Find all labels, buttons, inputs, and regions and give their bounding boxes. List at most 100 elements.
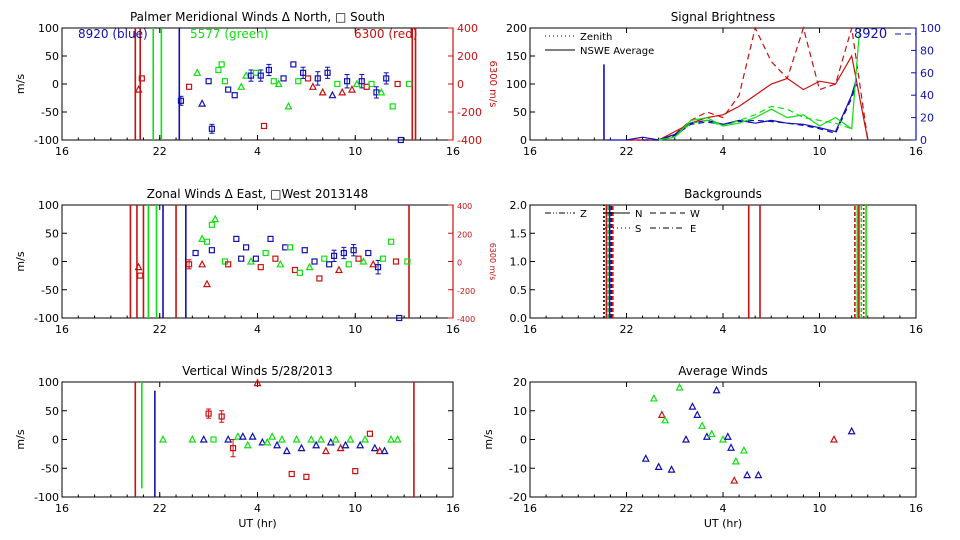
point-green-triangle [707, 429, 716, 438]
point-blue-square [324, 69, 331, 76]
point-green-square [210, 436, 217, 443]
point-green-triangle [263, 437, 272, 446]
point-blue-square [326, 261, 333, 268]
point-red-square [366, 430, 374, 437]
point-blue-triangle [667, 465, 676, 473]
point-blue-square [340, 249, 347, 257]
point-blue-triangle [380, 446, 389, 455]
point-green-triangle [739, 445, 748, 454]
point-red-square [229, 445, 237, 452]
x-tick-label: 4 [254, 323, 261, 336]
point-green-square [208, 221, 215, 228]
y-tick-label: 20 [513, 376, 527, 389]
point-green-triangle [292, 435, 301, 443]
point-red-square [185, 83, 193, 90]
point-green-triangle [331, 435, 340, 443]
y-tick-label: 50 [513, 106, 527, 119]
point-green-triangle [361, 435, 370, 443]
chart-title: Palmer Meridional Winds Δ North, □ South [130, 10, 385, 24]
point-red-square [303, 473, 310, 480]
point-blue-triangle [198, 99, 207, 107]
point-green-square [262, 249, 269, 257]
point-blue-square [192, 249, 199, 257]
point-green-triangle [346, 435, 355, 443]
point-blue-square [330, 252, 338, 259]
series-red-solid [626, 54, 869, 141]
y-tick-label: 0.0 [510, 312, 528, 325]
point-blue-square [257, 72, 264, 79]
series-blue-dash [642, 83, 858, 141]
y-axis-label: m/s [482, 429, 495, 449]
point-green-triangle [277, 435, 286, 443]
point-blue-triangle [341, 440, 350, 449]
point-red-triangle [730, 476, 739, 484]
point-blue-square [374, 264, 382, 271]
x-tick-label: 10 [348, 145, 362, 158]
point-blue-triangle [654, 462, 663, 470]
point-red-square [352, 468, 359, 475]
point-red-square [304, 75, 312, 82]
point-green-square [296, 269, 303, 276]
y2-tick-label: 40 [920, 89, 934, 102]
point-blue-triangle [641, 454, 650, 462]
point-blue-triangle [297, 443, 306, 452]
point-green-square [221, 78, 229, 85]
point-red-triangle [375, 446, 384, 455]
series-blue-solid [605, 78, 858, 141]
point-blue-triangle [723, 432, 732, 440]
x-tick-label: 22 [620, 145, 634, 158]
x-tick-label: 22 [153, 502, 167, 515]
x-axis-label: UT (hr) [704, 517, 742, 530]
point-blue-triangle [847, 426, 856, 435]
y-tick-label: 0 [52, 256, 59, 269]
point-green-triangle [649, 393, 658, 402]
x-tick-label: 16 [909, 145, 923, 158]
point-blue-triangle [248, 432, 257, 440]
point-green-triangle [731, 456, 740, 465]
point-red-square [291, 266, 299, 274]
x-tick-label: 22 [620, 323, 634, 336]
y2-tick-label: 0 [457, 259, 462, 268]
point-green-triangle [246, 257, 255, 265]
x-tick-label: 4 [720, 502, 727, 515]
point-blue-triangle [238, 432, 247, 440]
x-axis-label: UT (hr) [238, 517, 276, 530]
point-green-triangle [243, 440, 252, 449]
legend-label: E [690, 224, 696, 235]
panel-vertical: Vertical Winds 5/28/2013 16 22 4 10 16 100 50 0 -… [14, 364, 460, 530]
point-green-square [218, 61, 225, 68]
x-tick-label: 22 [620, 502, 634, 515]
point-green-triangle [188, 435, 197, 443]
point-green-triangle [305, 262, 314, 271]
legend-red: 6300 (red) [354, 27, 417, 41]
point-blue-triangle [712, 385, 721, 394]
x-tick-label: 16 [446, 323, 460, 336]
y-tick-label: 200 [506, 22, 527, 35]
x-tick-label: 16 [446, 145, 460, 158]
point-blue-square [396, 314, 403, 322]
point-blue-square [365, 249, 372, 257]
plot-frame [529, 381, 917, 498]
chart-title: Average Winds [678, 364, 768, 378]
point-blue-square [383, 75, 390, 82]
point-green-triangle [393, 435, 402, 443]
point-blue-square [208, 125, 215, 132]
point-green-triangle [268, 432, 277, 440]
x-tick-label: 16 [523, 323, 537, 336]
x-tick-label: 16 [909, 502, 923, 515]
point-green-triangle [198, 234, 207, 242]
chart-title: Signal Brightness [671, 10, 776, 24]
y2-tick-label: 200 [457, 50, 478, 63]
y-tick-label: 0 [52, 78, 59, 91]
point-red-triangle [198, 259, 207, 268]
point-blue-square [282, 244, 289, 251]
y-tick-label: 50 [45, 50, 59, 63]
point-blue-square [311, 258, 318, 265]
chart-title: Zonal Winds Δ East, □West 2013148 [147, 187, 369, 201]
point-blue-square [252, 255, 259, 262]
x-tick-label: 4 [254, 145, 261, 158]
y2-axis-label: 6300 m/s [487, 61, 498, 108]
point-green-square [321, 255, 328, 262]
point-blue-triangle [199, 435, 208, 443]
